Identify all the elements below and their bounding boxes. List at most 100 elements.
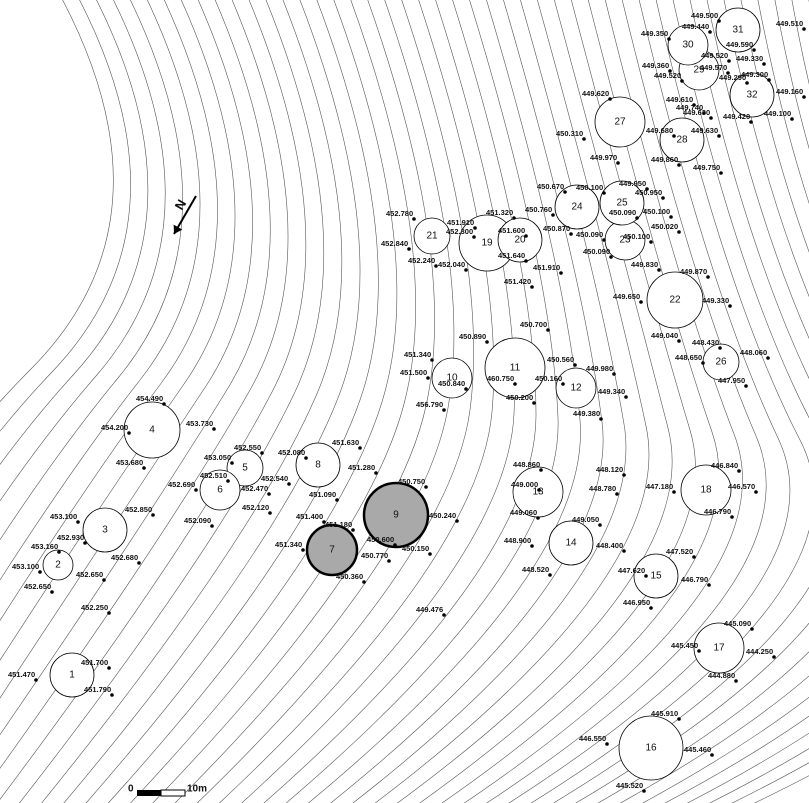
contour-line [58, 0, 360, 803]
elevation-label: 451.630 [332, 438, 359, 447]
pit-number: 2 [55, 560, 61, 571]
elevation-label: 444.880 [708, 671, 735, 680]
elevation-label: 452.250 [81, 603, 108, 612]
elevation-label: 449.630 [691, 126, 718, 135]
elevation-label: 450.870 [543, 224, 570, 233]
elevation-label: 450.150 [402, 544, 429, 553]
elevation-label: 450.600 [367, 535, 394, 544]
elevation-label: 451.910 [447, 218, 474, 227]
contour-line [0, 0, 200, 803]
elevation-label: 452.780 [386, 209, 413, 218]
elevation-label: 449.300 [741, 70, 768, 79]
elevation-label: 450.100 [643, 207, 670, 216]
elevation-label: 449.330 [702, 296, 729, 305]
elevation-label: 449.830 [631, 260, 658, 269]
elevation-label: 451.500 [400, 368, 427, 377]
elevation-label: 449.350 [641, 29, 668, 38]
pit-number: 9 [393, 510, 399, 521]
elevation-label: 451.180 [325, 520, 352, 529]
elevation-label: 444.250 [746, 647, 773, 656]
elevation-label: 451.340 [404, 350, 431, 359]
elevation-label: 449.620 [582, 89, 609, 98]
elevation-label: 446.570 [728, 482, 755, 491]
contour-line [0, 0, 218, 803]
pit-number: 5 [242, 463, 248, 474]
contour-line [234, 0, 515, 803]
pit-number: 4 [149, 425, 155, 436]
pit-number: 25 [616, 198, 628, 209]
elevation-label: 450.770 [361, 551, 388, 560]
elevation-label: 449.500 [691, 11, 718, 20]
elevation-label: 452.470 [241, 484, 268, 493]
elevation-label: 449.590 [726, 40, 753, 49]
elevation-label: 452.840 [381, 239, 408, 248]
elevation-label: 456.790 [416, 400, 443, 409]
elevation-label: 445.520 [616, 781, 643, 790]
elevation-label: 451.320 [486, 208, 513, 217]
elevation-label: 449.630 [683, 108, 710, 117]
elevation-label: 447.180 [646, 482, 673, 491]
elevation-label: 452.090 [184, 516, 211, 525]
elevation-label: 447.520 [666, 547, 693, 556]
elevation-label: 450.200 [506, 393, 533, 402]
elevation-label: 449.970 [590, 153, 617, 162]
elevation-label: 452.510 [200, 471, 227, 480]
contour-line [80, 0, 378, 803]
elevation-label: 446.840 [711, 461, 738, 470]
elevation-label: 451.280 [348, 463, 375, 472]
elevation-label: 451.910 [533, 263, 560, 272]
elevation-label: 454.200 [101, 423, 128, 432]
elevation-label: 449.750 [693, 163, 720, 172]
elevation-label: 448.060 [740, 348, 767, 357]
elevation-label: 449.680 [646, 126, 673, 135]
elevation-label: 450.750 [398, 477, 425, 486]
elevation-label: 453.680 [116, 458, 143, 467]
elevation-label: 449.476 [416, 605, 443, 614]
elevation-label: 449.520 [701, 51, 728, 60]
elevation-label: 450.950 [635, 188, 662, 197]
pit-number: 31 [732, 25, 744, 36]
elevation-label: 445.450 [671, 641, 698, 650]
pit-number: 22 [669, 295, 681, 306]
scale-end: 10m [187, 784, 207, 795]
contour-line [0, 0, 253, 803]
elevation-label: 452.080 [278, 448, 305, 457]
elevation-label: 460.750 [487, 374, 514, 383]
pit-number: 7 [329, 545, 335, 556]
pit-number: 28 [676, 135, 688, 146]
elevation-label: 450.160 [535, 374, 562, 383]
elevation-label: 449.000 [511, 480, 538, 489]
elevation-label: 450.100 [576, 183, 603, 192]
elevation-label: 449.440 [682, 22, 709, 31]
elevation-label: 450.090 [576, 230, 603, 239]
elevation-label: 451.790 [84, 685, 111, 694]
contour-line [256, 0, 536, 803]
elevation-label: 448.400 [596, 541, 623, 550]
elevation-label: 452.240 [408, 256, 435, 265]
elevation-label: 451.640 [498, 251, 525, 260]
elevation-label: 452.650 [76, 570, 103, 579]
pit-number: 8 [315, 460, 321, 471]
elevation-label: 450.240 [429, 511, 456, 520]
contour-line [212, 0, 494, 803]
elevation-label: 447.620 [618, 566, 645, 575]
elevation-label: 450.670 [537, 182, 564, 191]
elevation-label: 446.790 [681, 575, 708, 584]
pit-number: 11 [510, 363, 521, 374]
pit-number: 17 [713, 643, 725, 654]
elevation-label: 445.460 [684, 745, 711, 754]
contour-line [630, 0, 809, 803]
scale-segment [161, 790, 185, 796]
pit-number: 27 [614, 117, 626, 128]
elevation-label: 453.160 [31, 542, 58, 551]
elevation-label: 453.730 [186, 419, 213, 428]
elevation-label: 452.040 [438, 260, 465, 269]
pit-number: 30 [682, 40, 694, 51]
elevation-label: 452.930 [57, 533, 84, 542]
elevation-label: 449.860 [651, 155, 678, 164]
pit-number: 14 [565, 538, 577, 549]
elevation-label: 451.700 [81, 658, 108, 667]
elevation-label: 446.550 [579, 734, 606, 743]
elevation-label: 449.050 [572, 515, 599, 524]
pit-number: 26 [715, 357, 727, 368]
